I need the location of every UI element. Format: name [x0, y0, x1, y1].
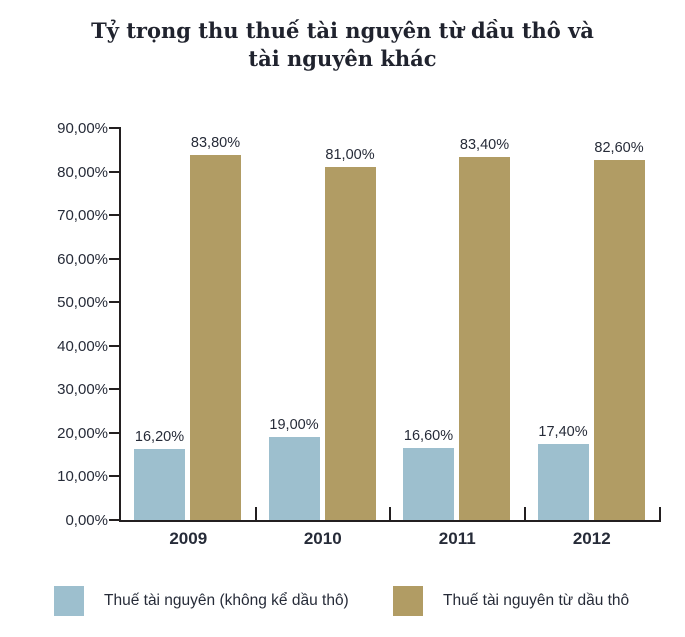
y-axis-label: 50,00%	[57, 294, 108, 312]
x-axis-label: 2010	[303, 529, 342, 548]
y-axis-tick	[109, 519, 120, 521]
x-axis-tick	[254, 507, 257, 520]
y-axis-tick	[109, 214, 120, 217]
bar-series-1-2011	[459, 156, 510, 520]
y-axis-tick	[109, 475, 120, 478]
x-axis-end-tick	[659, 507, 661, 520]
y-axis-tick	[109, 388, 120, 391]
chart-title-line-2: tài nguyên khác	[248, 46, 437, 71]
y-axis-label: 70,00%	[57, 207, 108, 225]
bar-series-0-2011	[403, 447, 454, 520]
y-axis-tick	[109, 344, 120, 347]
chart-title-line-1: Tỷ trọng thu thuế tài nguyên từ dầu thô …	[91, 18, 594, 43]
x-axis-label: 2011	[438, 529, 476, 548]
x-axis-line	[119, 520, 661, 522]
bar-value-label: 16,60%	[403, 427, 454, 444]
y-axis-tick	[109, 170, 120, 173]
legend-label-oil: Thuế tài nguyên từ dầu thô	[443, 592, 630, 609]
bar-value-label: 82,60%	[594, 140, 644, 157]
y-axis-label: 60,00%	[57, 250, 108, 268]
y-axis-label: 20,00%	[57, 424, 108, 442]
bar-series-0-2012	[537, 444, 589, 520]
y-axis-tick	[109, 301, 120, 304]
y-axis-tick	[109, 431, 120, 434]
y-axis-label: 10,00%	[57, 468, 108, 486]
bar-value-label: 83,80%	[190, 135, 241, 151]
x-axis-tick	[523, 507, 526, 520]
legend-label-non-oil: Thuế tài nguyên (không kể dầu thô)	[104, 592, 349, 609]
y-axis-label: 0,00%	[65, 512, 108, 529]
x-axis-label: 2009	[169, 529, 208, 548]
legend-item-oil: Thuế tài nguyên từ dầu thô	[393, 586, 629, 616]
bar-series-1-2009	[190, 155, 241, 520]
y-axis-label: 90,00%	[57, 120, 108, 137]
x-axis-tick	[389, 507, 391, 520]
bar-value-label: 17,40%	[538, 424, 588, 441]
bar-series-1-2010	[324, 167, 376, 520]
bar-series-0-2010	[268, 437, 320, 520]
legend-swatch-oil	[393, 586, 423, 616]
y-axis-label: 40,00%	[57, 337, 108, 355]
bar-series-0-2009	[134, 449, 185, 520]
bar-series-1-2012	[593, 160, 645, 520]
legend-item-non-oil: Thuế tài nguyên (không kể dầu thô)	[54, 586, 349, 616]
bar-value-label: 83,40%	[459, 136, 510, 153]
y-axis-label: 30,00%	[57, 381, 108, 399]
y-axis-tick	[109, 127, 120, 129]
legend-swatch-non-oil	[54, 586, 84, 616]
y-axis-label: 80,00%	[57, 163, 108, 181]
x-axis-label: 2012	[572, 529, 611, 548]
bar-value-label: 81,00%	[325, 147, 375, 164]
chart-title: Tỷ trọng thu thuế tài nguyên từ dầu thô …	[0, 17, 685, 73]
y-axis-line	[119, 127, 121, 522]
y-axis-tick	[109, 257, 120, 260]
bar-value-label: 19,00%	[269, 417, 319, 434]
bar-value-label: 16,20%	[134, 429, 185, 446]
